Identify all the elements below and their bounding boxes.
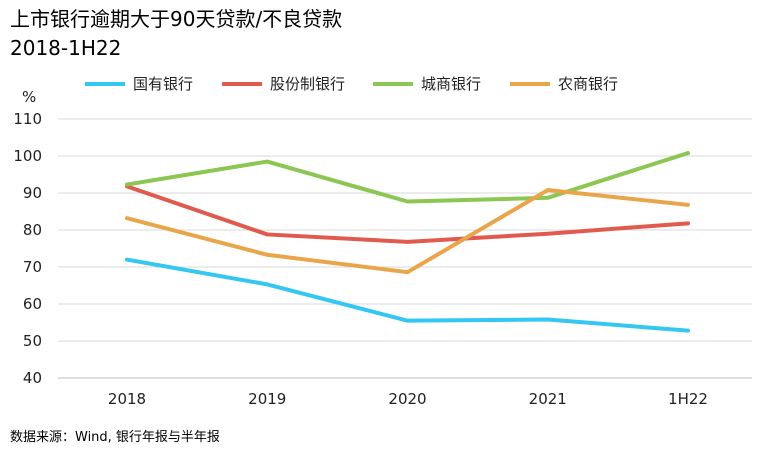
y-axis-label: % bbox=[22, 88, 36, 106]
y-tick-label: 100 bbox=[13, 147, 42, 165]
x-tick-label: 2020 bbox=[388, 390, 426, 408]
legend-label: 农商银行 bbox=[558, 75, 618, 93]
legend-label: 股份制银行 bbox=[270, 75, 345, 93]
series-line-2 bbox=[125, 151, 690, 204]
legend: 国有银行 股份制银行 城商银行 农商银行 bbox=[85, 75, 618, 93]
x-tick-label: 1H22 bbox=[668, 390, 708, 408]
legend-label: 城商银行 bbox=[421, 75, 481, 93]
y-tick-label: 60 bbox=[23, 295, 42, 313]
x-tick-label: 2018 bbox=[108, 390, 146, 408]
series-line-1 bbox=[125, 184, 690, 244]
y-tick-label: 40 bbox=[23, 369, 42, 387]
x-axis-ticks: 2018 2019 2020 2021 1H22 bbox=[108, 390, 708, 408]
y-axis-ticks: 40 50 60 70 80 90 100 110 bbox=[13, 110, 42, 387]
x-tick-label: 2021 bbox=[529, 390, 567, 408]
y-tick-label: 110 bbox=[13, 110, 42, 128]
y-tick-label: 50 bbox=[23, 332, 42, 350]
series-line-0 bbox=[125, 257, 690, 333]
chart-title: 上市银行逾期大于90天贷款/不良贷款 bbox=[10, 7, 343, 31]
x-tick-label: 2019 bbox=[248, 390, 286, 408]
chart-subtitle: 2018-1H22 bbox=[10, 36, 122, 60]
legend-label: 国有银行 bbox=[133, 75, 193, 93]
series-lines bbox=[125, 151, 690, 333]
series-line-3 bbox=[125, 188, 690, 275]
grid-lines bbox=[58, 118, 752, 379]
y-tick-label: 80 bbox=[23, 221, 42, 239]
y-tick-label: 90 bbox=[23, 184, 42, 202]
source-note: 数据来源：Wind, 银行年报与半年报 bbox=[10, 430, 220, 445]
y-tick-label: 70 bbox=[23, 258, 42, 276]
